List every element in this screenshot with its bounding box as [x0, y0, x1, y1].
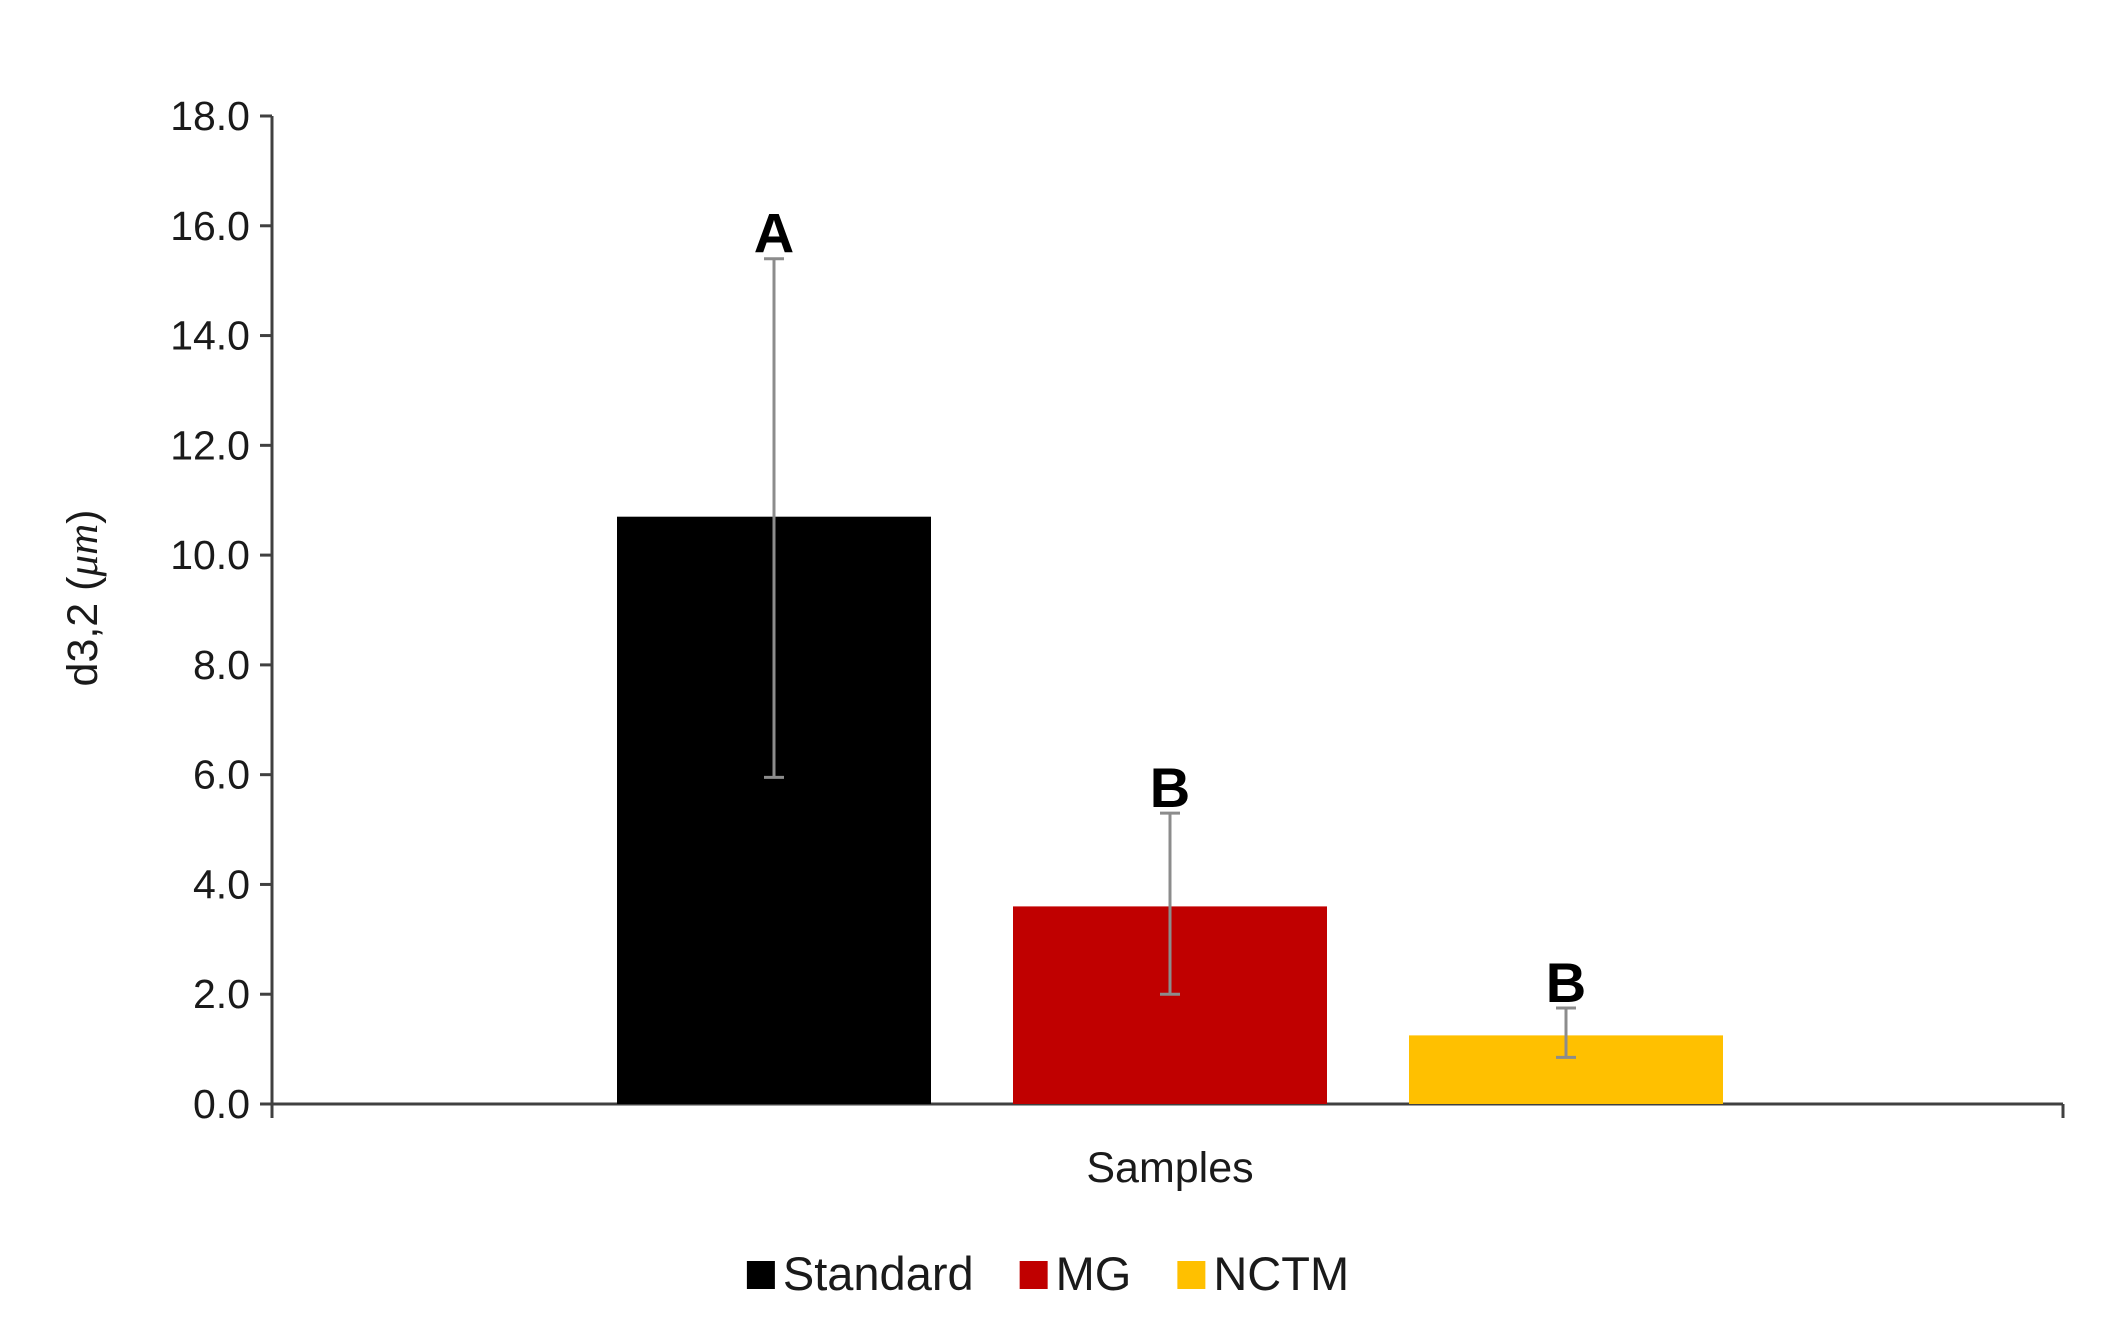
legend-label: NCTM [1213, 1247, 1349, 1300]
legend-label: Standard [783, 1247, 974, 1300]
x-axis-title: Samples [1086, 1144, 1253, 1192]
legend-label: MG [1056, 1247, 1132, 1300]
significance-labels: A B B [754, 202, 1586, 1014]
legend-swatch-nctm [1177, 1261, 1206, 1289]
y-tick-label: 10.0 [170, 532, 250, 578]
y-axis-title-unit: μm [60, 524, 107, 578]
y-axis-title: d3,2 (μm) [59, 510, 107, 687]
significance-label: B [1546, 951, 1586, 1014]
legend-swatch-mg [1019, 1261, 1048, 1289]
x-axis [270, 1102, 2065, 1118]
error-bars [764, 257, 1576, 1059]
legend: Standard MG NCTM [746, 1247, 1349, 1300]
y-tick-label: 18.0 [170, 93, 250, 139]
legend-swatch-standard [746, 1261, 775, 1289]
y-tick-label: 14.0 [170, 313, 250, 359]
y-tick-label: 12.0 [170, 422, 250, 468]
y-tick-label: 8.0 [193, 642, 250, 688]
y-tick-label: 6.0 [193, 752, 250, 798]
y-axis-title-main: d3,2 ( [59, 576, 107, 687]
y-tick-label: 2.0 [193, 971, 250, 1017]
y-axis: 0.0 2.0 4.0 6.0 8.0 10.0 12.0 14.0 16.0 18.0 [170, 93, 274, 1127]
y-tick-label: 16.0 [170, 203, 250, 249]
y-tick-label: 4.0 [193, 861, 250, 907]
significance-label: A [754, 202, 794, 265]
y-axis-title-close: ) [59, 510, 107, 524]
significance-label: B [1150, 756, 1190, 819]
y-tick-label: 0.0 [193, 1081, 250, 1127]
